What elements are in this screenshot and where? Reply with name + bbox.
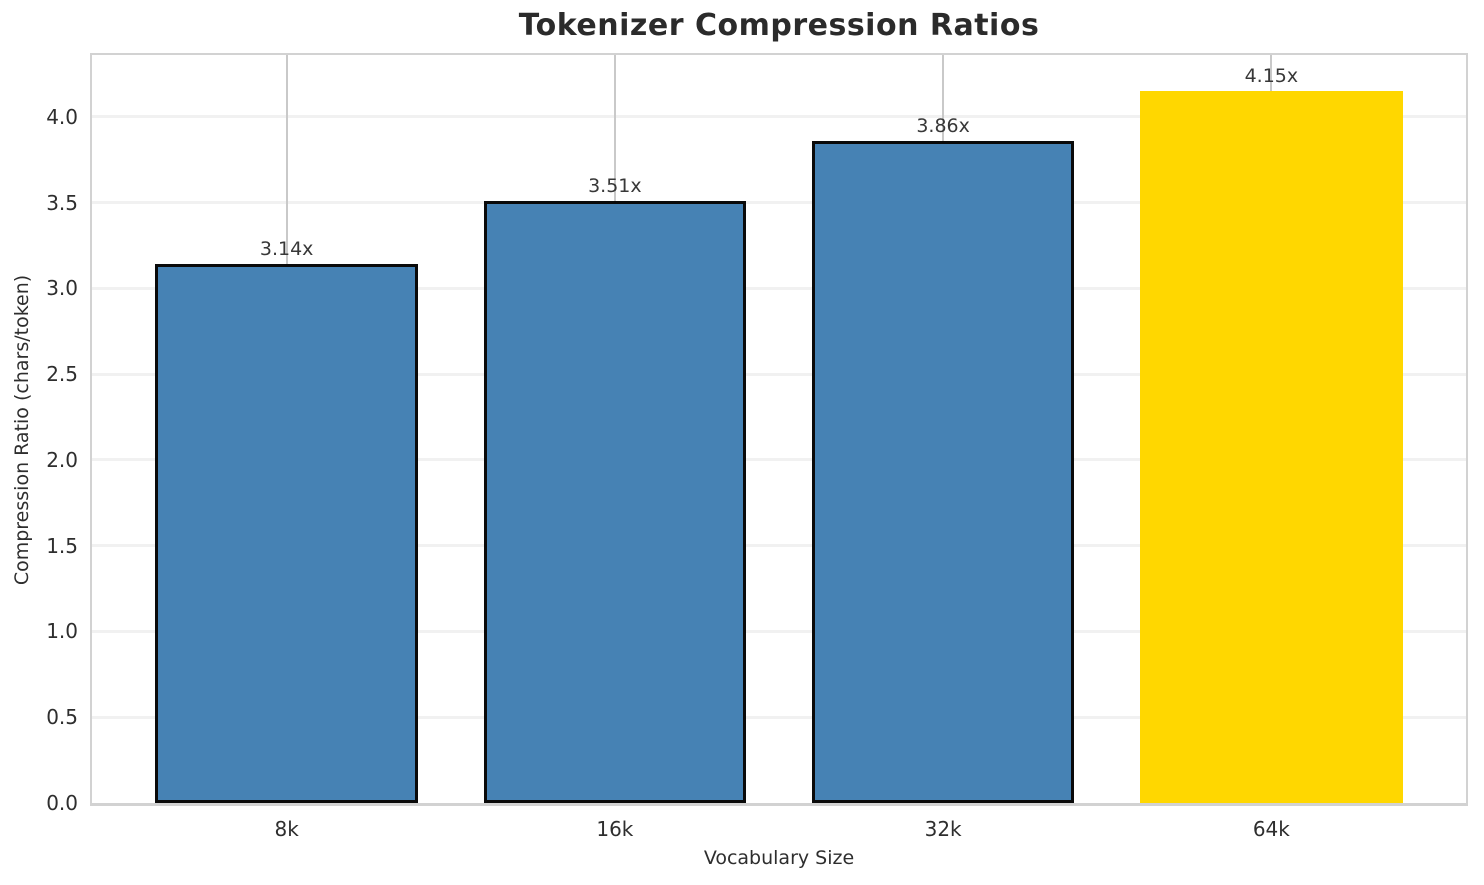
y-tick-label: 0.5 [46, 705, 78, 730]
x-tick-label: 64k [1252, 817, 1290, 841]
plot-area: 3.14x 3.51x 3.86x 4.15x [90, 53, 1468, 806]
y-tick-label: 3.0 [46, 276, 78, 301]
horizontal-gridline [92, 115, 1466, 119]
horizontal-gridline [92, 458, 1466, 462]
horizontal-gridline [92, 715, 1466, 719]
horizontal-gridline [92, 629, 1466, 633]
bar-8k [155, 264, 418, 803]
y-tick-label: 4.0 [46, 104, 78, 129]
horizontal-gridline [92, 544, 1466, 548]
bar-value-label: 3.14x [259, 238, 314, 261]
y-tick-label: 2.5 [46, 362, 78, 387]
y-tick-label: 0.0 [46, 791, 78, 815]
horizontal-gridline [92, 372, 1466, 376]
bar-value-label: 3.51x [588, 174, 642, 197]
y-tick-label: 1.0 [46, 619, 78, 644]
x-tick-label: 32k [924, 817, 962, 841]
bar-value-label: 3.86x [916, 114, 970, 137]
x-tick-label: 8k [274, 817, 299, 841]
x-tick-label: 16k [596, 817, 634, 841]
x-axis-label: Vocabulary Size [703, 847, 855, 869]
bar-64k [1140, 91, 1403, 803]
bar-value-label: 4.15x [1244, 65, 1299, 88]
horizontal-gridline [92, 286, 1466, 290]
horizontal-gridline [92, 201, 1466, 205]
y-tick-label: 3.5 [46, 190, 78, 215]
y-tick-label: 2.0 [46, 447, 78, 472]
bar-16k [483, 200, 747, 803]
chart-title: Tokenizer Compression Ratios [518, 8, 1040, 43]
y-tick-label: 1.5 [46, 533, 78, 558]
bar-32k [811, 140, 1075, 803]
